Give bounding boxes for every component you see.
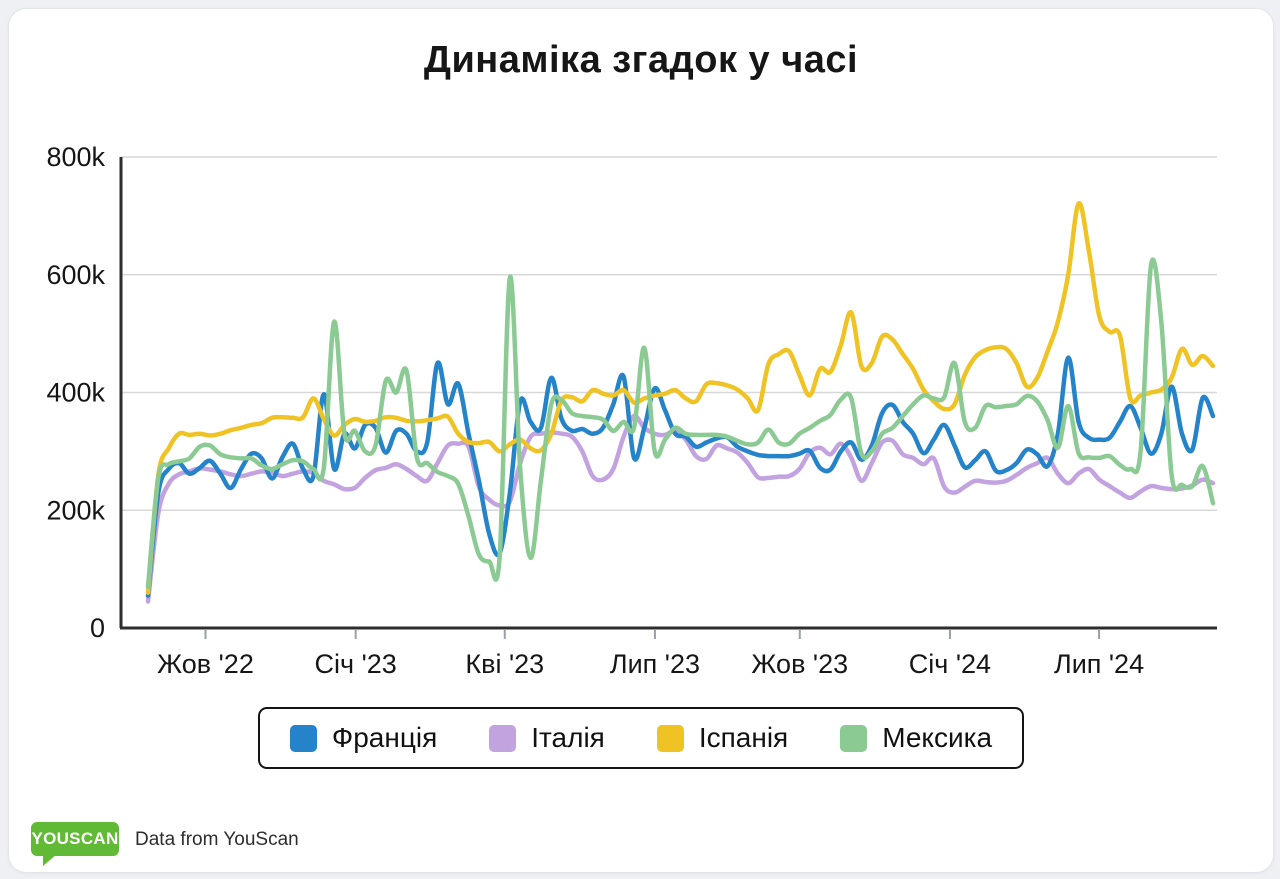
legend-swatch-mexico [840, 724, 868, 752]
youscan-logo-bubble: YOUSCAN [31, 822, 119, 856]
y-axis-label: 400k [46, 378, 105, 408]
legend-item-france: Франція [289, 722, 438, 754]
legend-wrap: Франція Італія Іспанія Мексика [9, 707, 1273, 769]
chart-title: Динаміка згадок у часі [423, 39, 859, 81]
x-axis-label: Жов '23 [751, 649, 848, 679]
legend-label-mexico: Мексика [882, 722, 993, 753]
mentions-line-chart: 0 200k 400k 600k 800k Жов '22 Січ '23 Кві '23 Ли… [46, 142, 1217, 679]
legend-swatch-spain [656, 724, 684, 752]
legend-label-italy: Італія [531, 722, 605, 753]
y-axis-label: 800k [46, 142, 105, 172]
x-axis-label: Жов '22 [157, 649, 254, 679]
youscan-logo-tail [43, 854, 57, 866]
x-axis-label: Лип '24 [1054, 649, 1144, 679]
y-axis-label: 0 [90, 613, 105, 643]
x-axis-label: Кві '23 [465, 649, 544, 679]
legend-label-spain: Іспанія [698, 722, 789, 753]
series-line-spain [145, 201, 1216, 595]
x-axis-label: Січ '24 [909, 649, 991, 679]
y-axis-label: 600k [46, 260, 105, 290]
y-axis-label: 200k [46, 495, 105, 525]
x-axis-label: Лип '23 [610, 649, 700, 679]
x-axis-label: Січ '23 [315, 649, 397, 679]
attribution-footer: YOUSCAN Data from YouScan [31, 815, 299, 866]
chart-legend: Франція Італія Іспанія Мексика [257, 707, 1025, 769]
legend-swatch-italy [489, 724, 517, 752]
legend-swatch-france [289, 724, 317, 752]
data-source-caption: Data from YouScan [135, 829, 299, 850]
legend-label-france: Франція [331, 722, 438, 753]
legend-item-italy: Італія [489, 722, 605, 754]
series-line-france [145, 355, 1216, 598]
chart-card: Динаміка згадок у часі 0 200k 400k 600k 800k… [8, 8, 1274, 873]
youscan-logo: YOUSCAN [31, 822, 119, 866]
series-line-mexico [145, 257, 1216, 590]
series-line-italy [145, 413, 1216, 604]
legend-item-mexico: Мексика [840, 722, 992, 754]
legend-item-spain: Іспанія [656, 722, 789, 754]
